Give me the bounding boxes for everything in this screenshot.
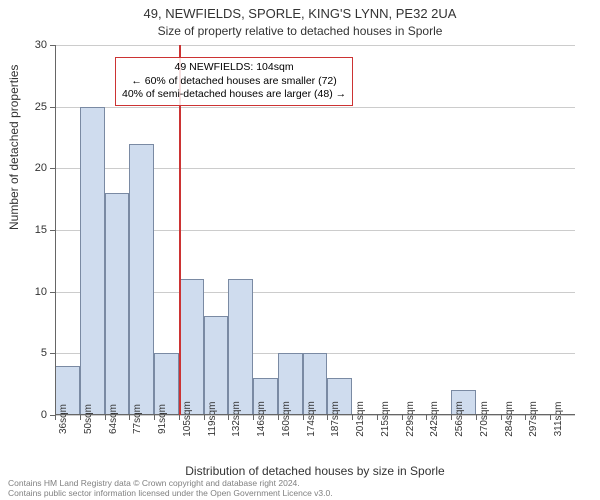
histogram-bar [204, 316, 229, 415]
y-tick-label: 10 [35, 286, 47, 298]
x-tick-mark [426, 415, 427, 420]
x-tick-mark [204, 415, 205, 420]
gridline [55, 107, 575, 108]
x-tick-mark [550, 415, 551, 420]
y-tick-label: 0 [41, 409, 47, 421]
x-tick-label: 284sqm [504, 401, 515, 437]
x-tick-label: 50sqm [83, 404, 94, 434]
x-tick-label: 174sqm [306, 401, 317, 437]
chart-title-sub: Size of property relative to detached ho… [0, 24, 600, 38]
x-tick-mark [501, 415, 502, 420]
x-tick-label: 146sqm [256, 401, 267, 437]
x-tick-label: 311sqm [553, 402, 564, 437]
x-tick-mark [352, 415, 353, 420]
x-tick-label: 36sqm [58, 404, 69, 434]
y-tick-label: 20 [35, 162, 47, 174]
x-tick-mark [303, 415, 304, 420]
plot-area: 05101520253036sqm50sqm64sqm77sqm91sqm105… [55, 45, 575, 415]
x-tick-mark [228, 415, 229, 420]
x-tick-mark [327, 415, 328, 420]
histogram-bar [179, 279, 204, 415]
x-tick-label: 160sqm [281, 401, 292, 437]
x-tick-mark [525, 415, 526, 420]
histogram-bar [129, 144, 154, 415]
x-tick-mark [476, 415, 477, 420]
x-tick-mark [55, 415, 56, 420]
x-tick-label: 77sqm [132, 404, 143, 434]
x-tick-mark [377, 415, 378, 420]
x-axis-line [55, 414, 575, 415]
x-tick-mark [129, 415, 130, 420]
annotation-line2: ← 60% of detached houses are smaller (72… [122, 75, 346, 89]
x-tick-label: 119sqm [207, 402, 218, 437]
histogram-bar [105, 193, 130, 415]
x-tick-mark [105, 415, 106, 420]
histogram-bar [228, 279, 253, 415]
y-tick-label: 30 [35, 39, 47, 51]
x-tick-mark [253, 415, 254, 420]
x-tick-mark [278, 415, 279, 420]
x-tick-label: 229sqm [405, 401, 416, 437]
x-tick-label: 91sqm [157, 404, 168, 434]
footer-line1: Contains HM Land Registry data © Crown c… [8, 478, 333, 488]
x-tick-label: 256sqm [454, 401, 465, 437]
chart-title-main: 49, NEWFIELDS, SPORLE, KING'S LYNN, PE32… [0, 6, 600, 21]
x-tick-mark [154, 415, 155, 420]
x-tick-label: 64sqm [108, 404, 119, 434]
x-tick-label: 105sqm [182, 401, 193, 437]
annotation-box: 49 NEWFIELDS: 104sqm← 60% of detached ho… [115, 57, 353, 106]
gridline [55, 45, 575, 46]
x-tick-label: 297sqm [528, 401, 539, 437]
x-tick-label: 270sqm [479, 401, 490, 437]
annotation-line3: 40% of semi-detached houses are larger (… [122, 88, 346, 102]
y-axis-label: Number of detached properties [7, 65, 21, 230]
annotation-line1: 49 NEWFIELDS: 104sqm [122, 61, 346, 75]
x-tick-label: 132sqm [231, 401, 242, 437]
x-axis-label: Distribution of detached houses by size … [55, 464, 575, 478]
x-tick-label: 215sqm [380, 401, 391, 437]
x-tick-label: 242sqm [429, 401, 440, 437]
x-tick-label: 187sqm [330, 401, 341, 437]
footer-attribution: Contains HM Land Registry data © Crown c… [8, 478, 333, 498]
histogram-bar [80, 107, 105, 415]
x-tick-label: 201sqm [355, 401, 366, 437]
y-tick-label: 5 [41, 347, 47, 359]
footer-line2: Contains public sector information licen… [8, 488, 333, 498]
y-axis-line [55, 45, 56, 415]
y-tick-label: 15 [35, 224, 47, 236]
x-tick-mark [80, 415, 81, 420]
x-tick-mark [451, 415, 452, 420]
x-tick-mark [179, 415, 180, 420]
x-tick-mark [402, 415, 403, 420]
y-tick-label: 25 [35, 101, 47, 113]
